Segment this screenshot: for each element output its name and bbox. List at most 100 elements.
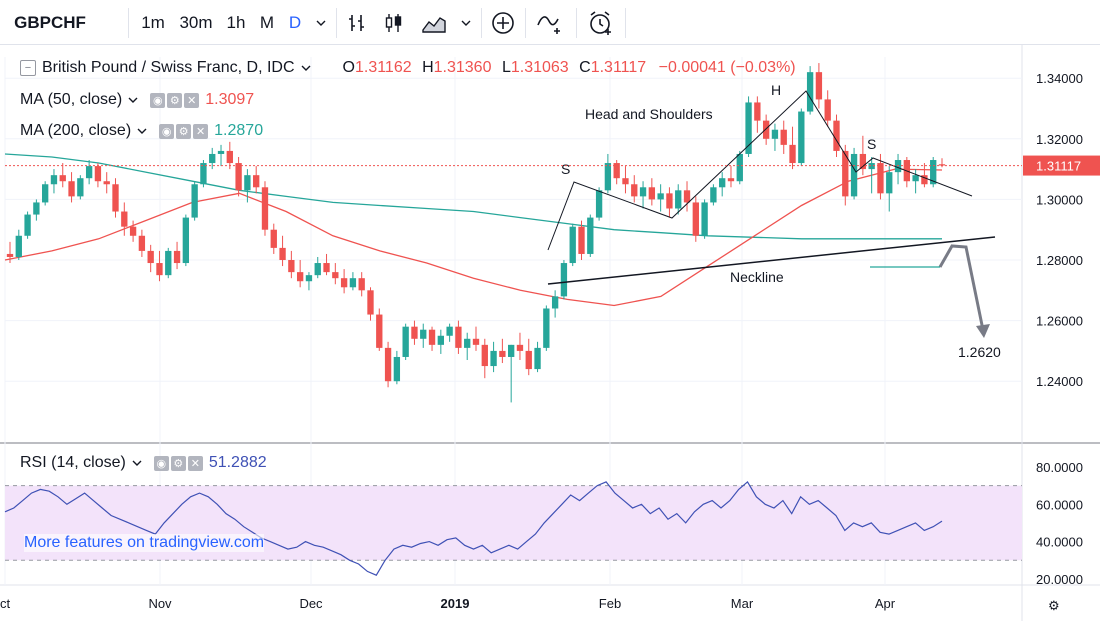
low-value: 1.31063: [510, 59, 569, 76]
candle-body: [745, 102, 752, 154]
candle-body: [921, 175, 928, 185]
close-icon[interactable]: ✕: [187, 456, 203, 471]
candles: [6, 63, 946, 403]
rsi-legend: RSI (14, close) ◉ ⚙ ✕ 51.2882: [20, 454, 267, 472]
pattern-annotation: S: [561, 161, 570, 177]
candle-body: [886, 172, 893, 194]
eye-icon[interactable]: ◉: [153, 456, 169, 471]
candle-body: [428, 329, 436, 345]
symbol-title: British Pound / Swiss Franc, D, IDC: [42, 59, 295, 76]
candle-body: [226, 150, 233, 164]
candle-body: [384, 347, 392, 382]
interval-1h[interactable]: 1h: [226, 12, 246, 32]
ma200-label: MA (200, close): [20, 122, 132, 139]
candle-body: [367, 290, 374, 315]
interval-day[interactable]: D: [288, 12, 302, 32]
candle-body: [402, 326, 409, 357]
candle-body: [877, 163, 884, 194]
pattern-annotation: H: [771, 82, 781, 98]
toolbar-divider: [525, 8, 526, 38]
bar-chart-icon[interactable]: [343, 0, 371, 45]
candle-body: [411, 326, 418, 339]
ma200-legend: MA (200, close) ◉ ⚙ ✕ 1.2870: [20, 122, 263, 140]
candle-body: [15, 235, 22, 257]
candle-body: [305, 275, 313, 282]
candle-body: [701, 202, 708, 236]
candle-body: [710, 187, 717, 203]
candle-body: [42, 184, 49, 203]
symbol-legend: − British Pound / Swiss Franc, D, IDC O1…: [20, 59, 796, 77]
open-value: 1.31162: [354, 59, 412, 76]
candle-body: [68, 181, 75, 197]
add-indicator-icon[interactable]: [488, 0, 518, 45]
projection-arrow: [938, 244, 985, 331]
collapse-legend-icon[interactable]: −: [20, 60, 36, 76]
interval-30m[interactable]: 30m: [179, 12, 213, 32]
chevron-down-icon[interactable]: [137, 126, 147, 136]
chevron-down-icon[interactable]: [128, 95, 138, 105]
candle-body: [165, 250, 172, 276]
chevron-down-icon[interactable]: [301, 63, 311, 73]
close-icon[interactable]: ✕: [193, 124, 209, 139]
candles-icon[interactable]: [380, 0, 408, 45]
candle-body: [314, 263, 321, 276]
price-tick-label: 1.26000: [1036, 314, 1083, 329]
candle-body: [859, 153, 867, 170]
interval-1m[interactable]: 1m: [141, 12, 165, 32]
gear-icon[interactable]: ⚙: [1048, 598, 1060, 613]
close-icon[interactable]: ✕: [184, 93, 200, 108]
compare-icon[interactable]: [533, 0, 569, 45]
candle-body: [33, 202, 40, 215]
tradingview-watermark[interactable]: More features on tradingview.com: [24, 534, 265, 552]
neckline-line: [547, 236, 996, 285]
gear-icon[interactable]: ⚙: [176, 124, 192, 139]
candle-body: [604, 163, 612, 191]
candle-body: [868, 163, 875, 170]
candle-body: [798, 111, 805, 164]
rsi-tick-label: 40.0000: [1036, 535, 1083, 550]
candle-body: [894, 160, 902, 173]
chevron-down-icon[interactable]: [310, 0, 332, 45]
area-chart-icon[interactable]: [418, 0, 450, 45]
candle-body: [270, 229, 277, 248]
candle-body: [85, 166, 93, 179]
indicator-buttons: ◉ ⚙ ✕: [148, 91, 200, 109]
indicator-buttons: ◉ ⚙ ✕: [152, 454, 203, 472]
candle-body: [455, 326, 462, 348]
rsi-value: 51.2882: [208, 454, 267, 471]
ma50-value: 1.3097: [205, 91, 255, 108]
candle-body: [631, 184, 638, 197]
candle-body: [938, 164, 946, 166]
chevron-down-icon[interactable]: [455, 0, 477, 45]
candle-body: [472, 338, 480, 345]
chart-canvas[interactable]: Head and Shoulders S H S Neckline 1.2620 1.34…: [0, 45, 1100, 621]
pattern-annotation: Neckline: [730, 269, 784, 285]
time-tick-label: Feb: [599, 596, 621, 611]
candle-body: [912, 175, 919, 182]
candle-body: [727, 178, 735, 182]
time-tick-label: Apr: [875, 596, 896, 611]
gear-icon[interactable]: ⚙: [170, 456, 186, 471]
candle-body: [464, 338, 471, 348]
ma50-line: [4, 168, 943, 307]
candle-body: [138, 235, 146, 251]
candle-body: [595, 190, 603, 218]
alert-clock-icon[interactable]: [584, 0, 618, 45]
symbol-search[interactable]: GBPCHF: [14, 12, 86, 32]
candle-body: [349, 278, 357, 288]
price-tick-label: 1.32000: [1036, 132, 1083, 147]
candle-body: [534, 347, 541, 370]
interval-month[interactable]: M: [259, 12, 275, 32]
chevron-down-icon[interactable]: [132, 458, 142, 468]
chart-area[interactable]: Head and Shoulders S H S Neckline 1.2620 1.34…: [0, 45, 1100, 621]
candle-body: [648, 187, 656, 200]
eye-icon[interactable]: ◉: [150, 93, 166, 108]
eye-icon[interactable]: ◉: [159, 124, 175, 139]
gear-icon[interactable]: ⚙: [167, 93, 183, 108]
candle-body: [587, 217, 594, 254]
price-axis: 1.34000 1.32000 1.30000 1.28000 1.26000 1.240…: [5, 71, 1100, 587]
pattern-annotation: S: [867, 136, 876, 152]
candle-body: [569, 226, 576, 264]
toolbar-divider: [336, 8, 337, 38]
candle-body: [833, 120, 840, 151]
